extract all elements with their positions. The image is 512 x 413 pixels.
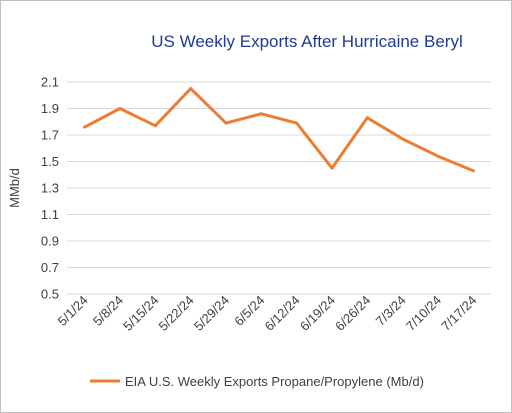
chart-title: US Weekly Exports After Hurricaine Beryl [151,32,462,51]
x-tick-label: 6/26/24 [332,293,373,334]
data-point [259,112,263,116]
x-tick-label: 6/12/24 [262,293,303,334]
series-line [83,87,475,173]
x-tick-label: 5/1/24 [55,293,91,329]
data-point [295,121,299,125]
legend: EIA U.S. Weekly Exports Propane/Propylen… [90,374,424,389]
y-tick-label: 1.5 [41,154,59,169]
x-tick-label: 7/10/24 [403,293,444,334]
legend-label: EIA U.S. Weekly Exports Propane/Propylen… [125,374,424,389]
gridlines [67,81,491,295]
x-tick-label: 5/22/24 [156,293,197,334]
y-tick-label: 2.1 [41,75,59,90]
y-tick-label: 0.9 [41,234,59,249]
data-point [83,125,87,129]
data-point [471,169,475,173]
y-axis-ticks: 0.5 0.7 0.9 1.1 1.3 1.5 1.7 1.9 2.1 [41,75,59,302]
x-tick-label: 7/17/24 [438,293,479,334]
data-point [189,87,193,91]
y-axis-title: MMb/d [7,168,22,208]
y-tick-label: 0.5 [41,287,59,302]
data-point [330,166,334,170]
data-point [436,154,440,158]
x-tick-label: 5/15/24 [120,293,161,334]
data-point [118,107,122,110]
y-tick-label: 1.1 [41,207,59,222]
y-tick-label: 1.9 [41,101,59,116]
series-lines [83,87,475,173]
data-point [401,137,405,141]
y-tick-label: 1.3 [41,181,59,196]
x-tick-label: 5/29/24 [191,293,232,334]
x-tick-label: 6/19/24 [297,293,338,334]
data-point [153,124,157,128]
data-point [365,116,369,120]
y-tick-label: 0.7 [41,260,59,275]
y-tick-label: 1.7 [41,128,59,143]
x-axis-ticks: 5/1/24 5/8/245/15/245/22/245/29/24 6/5/246… [55,293,480,334]
data-point [224,121,228,125]
